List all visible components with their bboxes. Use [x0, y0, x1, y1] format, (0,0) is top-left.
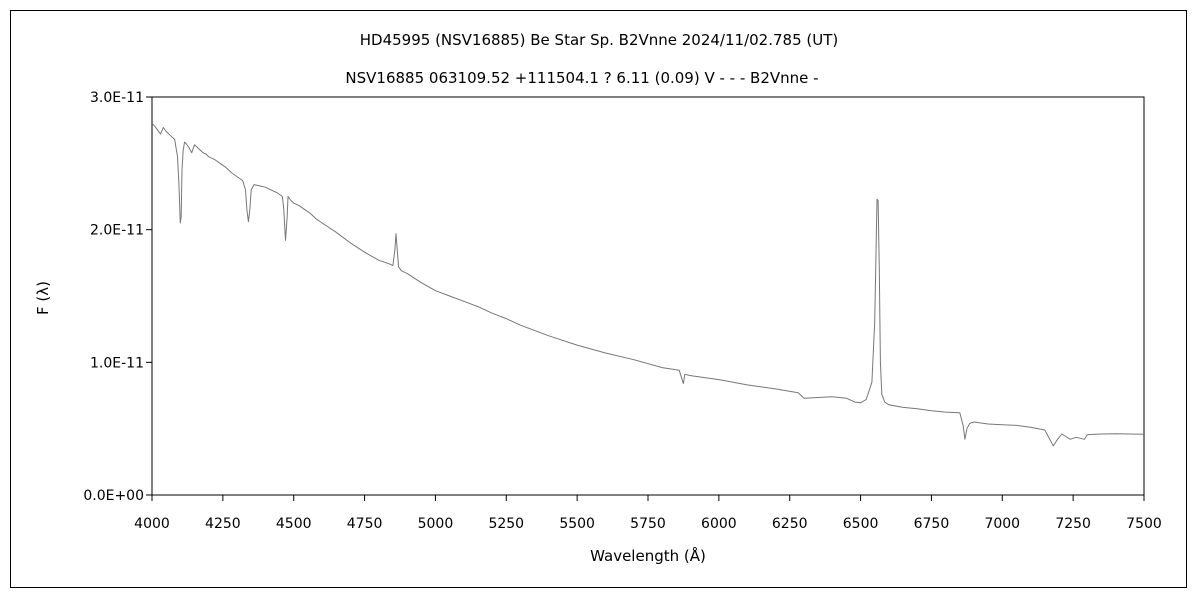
y-tick-label: 2.0E-11	[90, 223, 144, 239]
x-tick-label: 5500	[559, 516, 595, 532]
x-tick-label: 4000	[134, 516, 170, 532]
x-tick-label: 6500	[843, 516, 879, 532]
x-tick-label: 7500	[1126, 516, 1162, 532]
chart-title: HD45995 (NSV16885) Be Star Sp. B2Vnne 20…	[360, 31, 838, 49]
x-axis-label: Wavelength (Å)	[590, 546, 706, 565]
x-axis: 4000 4250 4500 4750 5000 5250 5500 5750 6000 6250…	[134, 495, 1162, 532]
chart-frame	[10, 10, 1187, 588]
x-tick-label: 6250	[772, 516, 808, 532]
y-axis: 0.0E+00 1.0E-11 2.0E-11 3.0E-11	[83, 90, 152, 504]
spectrum-series-line	[151, 123, 1145, 447]
x-tick-label: 5250	[488, 516, 524, 532]
x-tick-label: 5750	[630, 516, 666, 532]
x-tick-label: 4750	[347, 516, 383, 532]
y-tick-label: 1.0E-11	[90, 355, 144, 371]
y-tick-label: 3.0E-11	[90, 90, 144, 106]
x-tick-label: 4500	[276, 516, 312, 532]
chart-subtitle: NSV16885 063109.52 +111504.1 ? 6.11 (0.0…	[345, 69, 818, 87]
y-axis-label: F (λ)	[34, 281, 52, 315]
y-tick-label: 0.0E+00	[83, 488, 144, 504]
x-tick-label: 6750	[914, 516, 950, 532]
x-tick-label: 7000	[984, 516, 1020, 532]
plot-area	[151, 96, 1145, 496]
x-tick-label: 5000	[418, 516, 454, 532]
x-tick-label: 7250	[1055, 516, 1091, 532]
series-layer	[151, 123, 1145, 447]
x-tick-label: 4250	[205, 516, 241, 532]
x-tick-label: 6000	[701, 516, 737, 532]
